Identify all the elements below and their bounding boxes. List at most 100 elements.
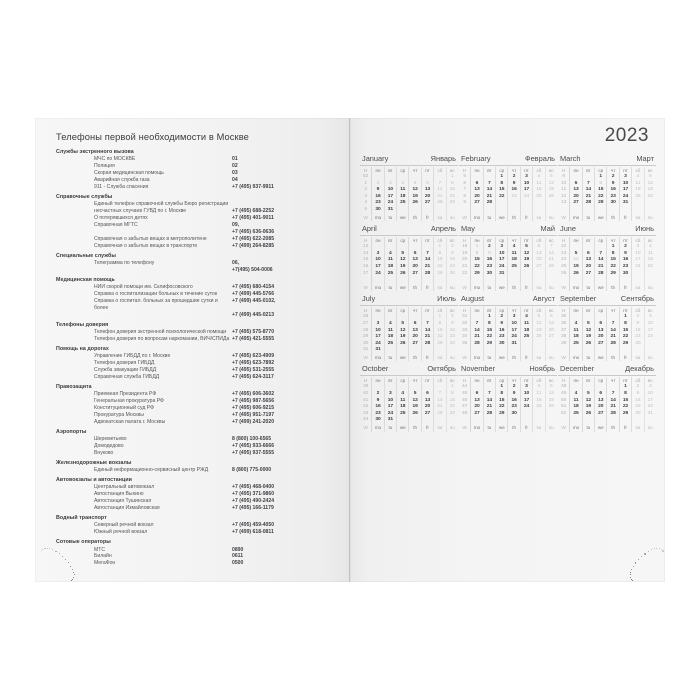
calendar-day[interactable]: 21 (421, 264, 433, 271)
calendar-day[interactable]: 25 (384, 271, 396, 278)
calendar-day[interactable]: 2 (607, 174, 619, 181)
entry-phone[interactable]: 8 (800) 100-6565 (232, 436, 336, 443)
entry-phone[interactable]: +7 (495) 459-4050 (232, 522, 336, 529)
calendar-day[interactable]: 17 (632, 257, 644, 264)
entry-phone[interactable]: +7 (495) 937-9911 (232, 184, 336, 191)
calendar-day[interactable]: 26 (545, 194, 557, 201)
calendar-day[interactable]: 24 (644, 334, 656, 341)
calendar-day[interactable]: 28 (607, 411, 619, 418)
calendar-day[interactable]: 18 (570, 334, 582, 341)
calendar-day[interactable]: 21 (483, 404, 495, 411)
calendar-day[interactable]: 24 (632, 264, 644, 271)
calendar-day[interactable]: 3 (372, 321, 384, 328)
calendar-day[interactable]: 27 (409, 341, 421, 348)
calendar-day[interactable]: 28 (434, 200, 446, 207)
calendar-day[interactable]: 24 (372, 271, 384, 278)
entry-phone[interactable]: +7 (495) 937-5555 (232, 450, 336, 457)
calendar-day[interactable]: 30 (446, 341, 458, 348)
calendar-day[interactable]: 18 (644, 257, 656, 264)
calendar-day[interactable]: 10 (508, 321, 520, 328)
entry-phone[interactable]: +7 (499) 618-0811 (232, 529, 336, 536)
calendar-day[interactable]: 19 (582, 334, 594, 341)
calendar-day[interactable]: 1 (471, 244, 483, 251)
calendar-day[interactable]: 7 (471, 321, 483, 328)
calendar-day[interactable]: 23 (446, 264, 458, 271)
calendar-day[interactable]: 23 (632, 334, 644, 341)
calendar-day[interactable]: 8 (619, 391, 631, 398)
calendar-day[interactable]: 30 (508, 411, 520, 418)
entry-phone[interactable]: 04 (232, 177, 336, 184)
calendar-day[interactable]: 2 (372, 391, 384, 398)
calendar-day[interactable]: 3 (644, 314, 656, 321)
calendar-day[interactable]: 6 (421, 391, 433, 398)
entry-phone[interactable]: 01 (232, 156, 336, 163)
calendar-day[interactable]: 20 (595, 334, 607, 341)
calendar-day[interactable]: 23 (508, 404, 520, 411)
calendar-day[interactable]: 24 (496, 264, 508, 271)
calendar-day[interactable]: 11 (384, 257, 396, 264)
calendar-day[interactable]: 25 (533, 194, 545, 201)
calendar-day[interactable]: 23 (496, 334, 508, 341)
calendar-day[interactable]: 24 (520, 404, 532, 411)
calendar-day[interactable]: 30 (632, 341, 644, 348)
calendar-day[interactable]: 26 (409, 200, 421, 207)
calendar-day[interactable]: 22 (434, 264, 446, 271)
calendar-day[interactable]: 25 (397, 200, 409, 207)
calendar-day[interactable]: 19 (520, 257, 532, 264)
calendar-day[interactable]: 25 (533, 404, 545, 411)
calendar-day[interactable]: 25 (644, 264, 656, 271)
calendar-day[interactable]: 24 (508, 334, 520, 341)
calendar-day[interactable]: 14 (483, 187, 495, 194)
calendar-day[interactable]: 9 (372, 187, 384, 194)
calendar-day[interactable]: 13 (409, 257, 421, 264)
calendar-day[interactable]: 19 (644, 187, 656, 194)
calendar-day[interactable]: 3 (496, 244, 508, 251)
entry-phone[interactable]: +7 (495) 987-5656 (232, 398, 336, 405)
calendar-day[interactable]: 12 (409, 187, 421, 194)
calendar-day[interactable]: 31 (496, 271, 508, 278)
calendar-day[interactable]: 6 (409, 321, 421, 328)
calendar-day[interactable]: 22 (496, 404, 508, 411)
calendar-day[interactable]: 15 (434, 257, 446, 264)
calendar-day[interactable]: 1 (483, 314, 495, 321)
calendar-day[interactable]: 27 (570, 200, 582, 207)
calendar-day[interactable]: 19 (409, 404, 421, 411)
calendar-day[interactable]: 10 (644, 391, 656, 398)
calendar-day[interactable]: 2 (446, 244, 458, 251)
calendar-day[interactable]: 25 (397, 411, 409, 418)
calendar-day[interactable]: 22 (496, 194, 508, 201)
calendar-day[interactable]: 29 (496, 411, 508, 418)
calendar-day[interactable]: 2 (446, 314, 458, 321)
calendar-day[interactable]: 6 (595, 321, 607, 328)
calendar-day[interactable]: 2 (483, 244, 495, 251)
calendar-day[interactable]: 10 (384, 187, 396, 194)
calendar-day[interactable]: 13 (421, 187, 433, 194)
calendar-day[interactable]: 24 (384, 200, 396, 207)
calendar-day[interactable]: 1 (496, 174, 508, 181)
calendar-day[interactable]: 8 (434, 321, 446, 328)
entry-phone[interactable]: 0611 (232, 553, 336, 560)
calendar-day[interactable]: 3 (520, 174, 532, 181)
calendar-day[interactable]: 31 (384, 417, 396, 424)
calendar-day[interactable]: 2 (508, 174, 520, 181)
calendar-day[interactable]: 27 (595, 411, 607, 418)
calendar-day[interactable]: 25 (570, 341, 582, 348)
entry-phone[interactable]: +7 (499) 445-0102, (232, 298, 336, 312)
calendar-day[interactable]: 22 (483, 334, 495, 341)
calendar-day[interactable]: 31 (644, 411, 656, 418)
calendar-day[interactable]: 20 (421, 404, 433, 411)
calendar-day[interactable]: 22 (619, 404, 631, 411)
calendar-day[interactable]: 6 (533, 244, 545, 251)
calendar-day[interactable]: 16 (619, 257, 631, 264)
calendar-day[interactable]: 27 (533, 264, 545, 271)
calendar-day[interactable]: 1 (434, 244, 446, 251)
entry-phone[interactable]: +7 (495) 933-6666 (232, 443, 336, 450)
calendar-day[interactable]: 18 (384, 334, 396, 341)
calendar-day[interactable]: 7 (607, 321, 619, 328)
calendar-day[interactable]: 27 (409, 271, 421, 278)
calendar-day[interactable]: 30 (496, 341, 508, 348)
calendar-day[interactable]: 29 (619, 341, 631, 348)
calendar-day[interactable]: 11 (533, 391, 545, 398)
calendar-day[interactable]: 26 (644, 194, 656, 201)
calendar-day[interactable]: 19 (397, 264, 409, 271)
